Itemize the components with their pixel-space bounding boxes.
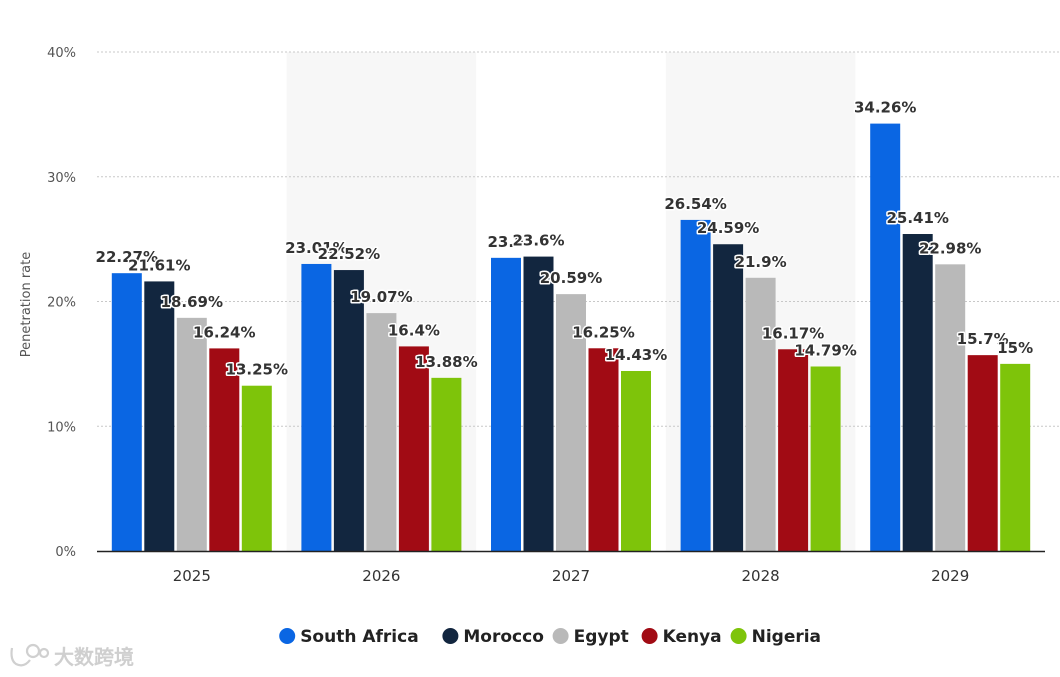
- data-label: 23.6%: [512, 232, 564, 250]
- x-tick-label: 2025: [173, 567, 211, 585]
- data-label: 22.98%: [919, 239, 981, 257]
- bar-morocco-2028[interactable]: [713, 244, 744, 551]
- legend-marker: [279, 628, 296, 644]
- bar-south-africa-2029[interactable]: [870, 123, 901, 551]
- bars: [111, 123, 1031, 551]
- data-label: 13.88%: [415, 353, 477, 371]
- legend-label: Egypt: [574, 627, 629, 647]
- bar-south-africa-2026[interactable]: [301, 263, 332, 551]
- y-tick-label: 0%: [55, 545, 76, 560]
- legend-item-morocco[interactable]: Morocco: [442, 627, 544, 647]
- legend-marker: [641, 628, 658, 644]
- legend-item-egypt[interactable]: Egypt: [552, 627, 629, 647]
- x-tick-label: 2027: [552, 567, 590, 585]
- bar-nigeria-2025[interactable]: [241, 385, 272, 551]
- bar-kenya-2029[interactable]: [967, 355, 998, 551]
- legend-marker: [730, 628, 747, 644]
- x-tick-label: 2026: [362, 567, 400, 585]
- y-axis: 0% 10% 20% 30% 40%: [47, 46, 76, 560]
- y-axis-label: Penetration rate: [19, 252, 34, 357]
- data-label: 16.25%: [572, 323, 634, 341]
- data-label: 13.25%: [226, 361, 288, 379]
- bar-egypt-2029[interactable]: [935, 264, 966, 551]
- bar-kenya-2026[interactable]: [398, 346, 429, 551]
- bar-south-africa-2025[interactable]: [111, 273, 142, 551]
- data-label: 16.24%: [193, 323, 255, 341]
- bar-egypt-2026[interactable]: [366, 313, 397, 551]
- watermark-text: 大数跨境: [54, 645, 134, 669]
- legend-label: Kenya: [663, 627, 722, 647]
- data-label: 14.79%: [794, 341, 856, 359]
- bar-egypt-2025[interactable]: [176, 317, 207, 551]
- y-tick-label: 20%: [47, 296, 76, 311]
- data-label: 20.59%: [540, 269, 602, 287]
- bar-kenya-2025[interactable]: [209, 348, 240, 551]
- legend-marker: [552, 628, 569, 644]
- data-label: 16.17%: [762, 324, 824, 342]
- data-label: 23.5: [487, 233, 524, 251]
- data-label: 15.7%: [957, 330, 1009, 348]
- watermark: 大数跨境: [10, 643, 134, 669]
- data-label: 16.4%: [388, 321, 440, 339]
- x-tick-label: 2029: [931, 567, 969, 585]
- data-label: 24.59%: [697, 219, 759, 237]
- legend-item-nigeria[interactable]: Nigeria: [730, 627, 821, 647]
- y-tick-label: 10%: [47, 420, 76, 435]
- legend-label: Morocco: [463, 627, 544, 647]
- data-label: 21.9%: [735, 253, 787, 271]
- data-label: 15%: [997, 339, 1033, 357]
- bar-south-africa-2027[interactable]: [491, 257, 521, 551]
- bar-nigeria-2027[interactable]: [621, 370, 651, 551]
- legend[interactable]: South Africa Morocco Egypt Kenya Nigeria: [279, 627, 821, 647]
- data-label: 19.07%: [350, 288, 412, 306]
- bar-egypt-2028[interactable]: [745, 277, 776, 551]
- x-axis: 2025 2026 2027 2028 2029: [97, 550, 1045, 585]
- bar-nigeria-2029[interactable]: [1000, 363, 1031, 551]
- bar-south-africa-2028[interactable]: [680, 219, 711, 551]
- legend-label: Nigeria: [752, 627, 821, 647]
- data-label: 18.69%: [161, 293, 223, 311]
- bar-morocco-2025[interactable]: [144, 281, 175, 551]
- bar-nigeria-2026[interactable]: [431, 377, 462, 551]
- data-label: 22.27%: [96, 248, 158, 266]
- bar-kenya-2028[interactable]: [778, 349, 809, 551]
- data-label: 25.41%: [886, 209, 948, 227]
- data-label: 34.26%: [854, 99, 916, 117]
- bar-nigeria-2028[interactable]: [810, 366, 841, 551]
- x-tick-label: 2028: [742, 567, 780, 585]
- legend-item-south-africa[interactable]: South Africa: [279, 627, 419, 647]
- legend-marker: [442, 628, 459, 644]
- bar-egypt-2027[interactable]: [556, 294, 586, 551]
- y-tick-label: 40%: [47, 46, 76, 61]
- bar-morocco-2029[interactable]: [902, 234, 933, 551]
- bar-kenya-2027[interactable]: [588, 348, 619, 551]
- data-labels: 22.27%21.61% 18.69% 16.24% 13.25% 23.01%22.5…: [94, 97, 1035, 380]
- legend-label: South Africa: [300, 627, 419, 647]
- bar-morocco-2027[interactable]: [523, 256, 554, 551]
- data-label: 14.43%: [605, 346, 667, 364]
- data-label: 26.54%: [664, 195, 726, 213]
- y-tick-label: 30%: [47, 171, 76, 186]
- legend-item-kenya[interactable]: Kenya: [641, 627, 722, 647]
- data-label: 23.01%: [285, 239, 347, 257]
- bar-morocco-2026[interactable]: [333, 270, 364, 551]
- data-label: 21.61%: [128, 256, 190, 274]
- data-label: 22.52%: [318, 245, 380, 263]
- watermark-logo-icon: [10, 643, 50, 667]
